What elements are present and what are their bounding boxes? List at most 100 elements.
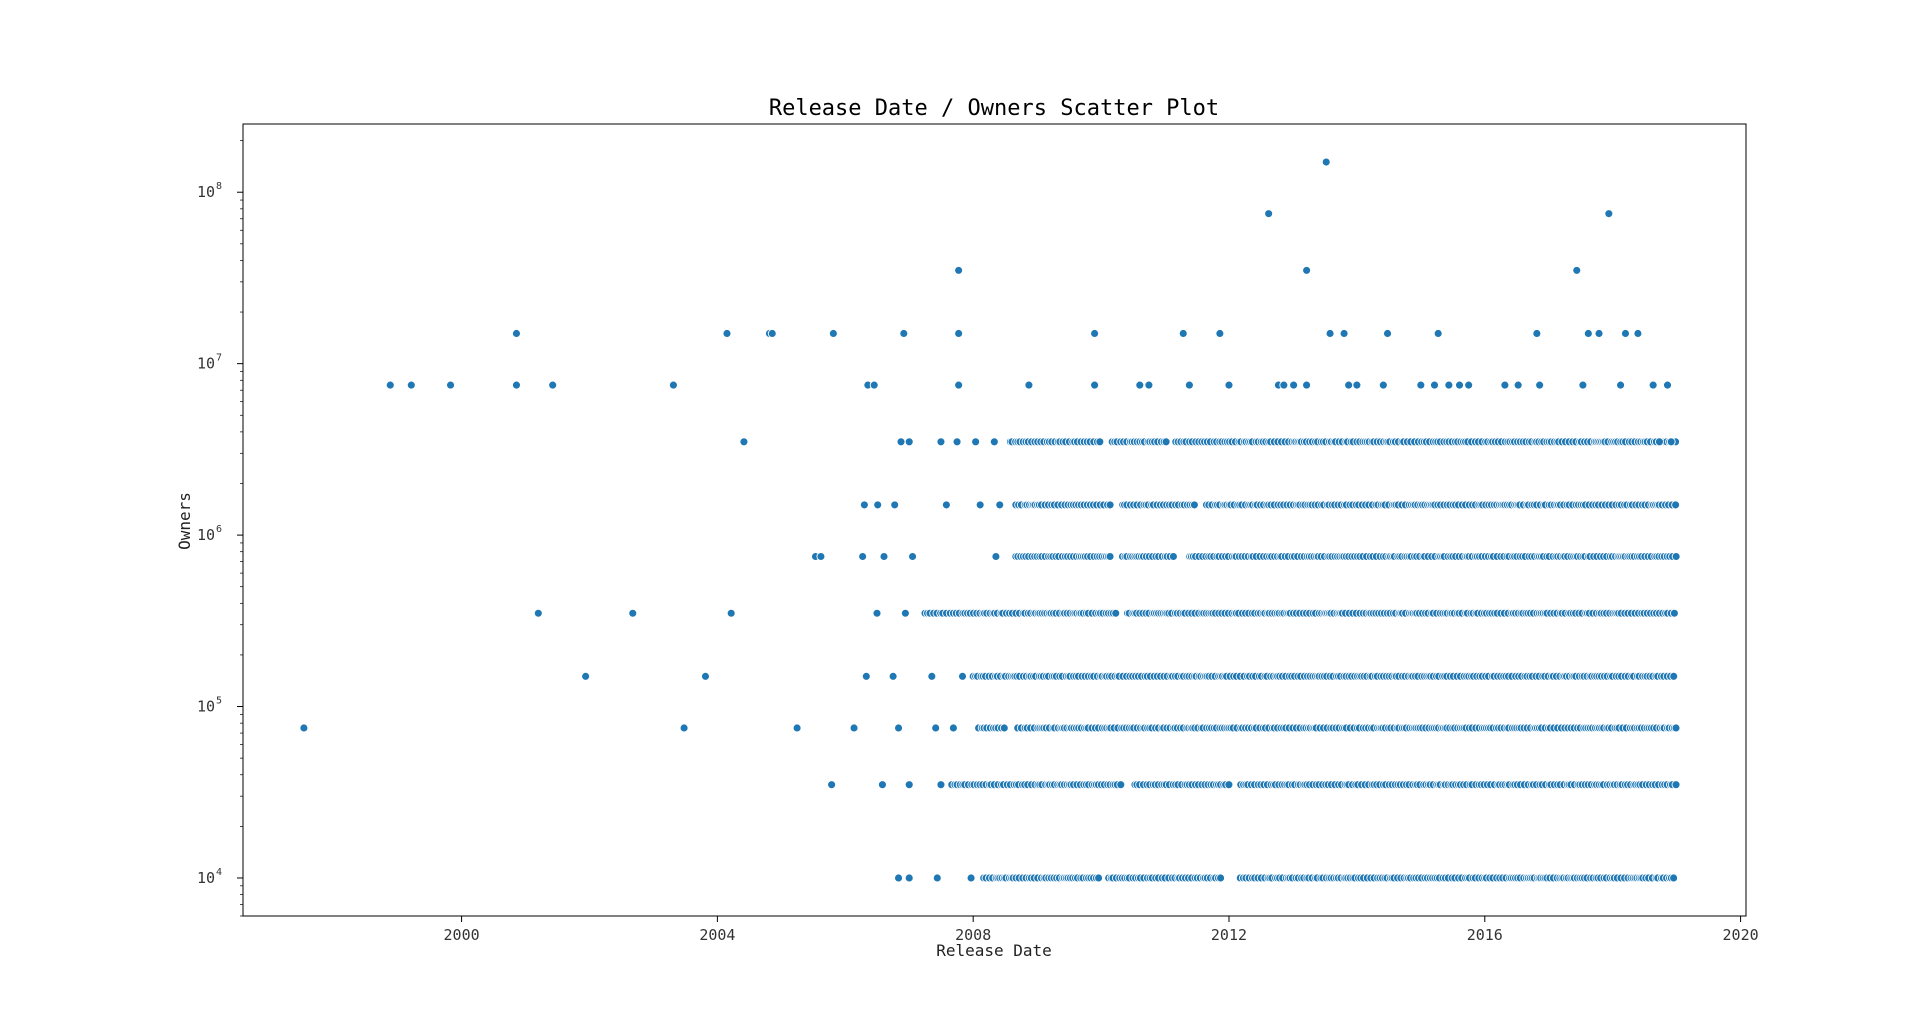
- y-tick-label: 10: [197, 698, 215, 716]
- data-point: [406, 380, 416, 390]
- data-point: [1184, 380, 1194, 390]
- x-tick-label: 2000: [444, 926, 480, 944]
- data-point: [999, 723, 1009, 733]
- data-point: [1671, 723, 1681, 733]
- data-point: [858, 552, 868, 561]
- data-point: [1671, 780, 1681, 790]
- data-point: [1289, 380, 1299, 390]
- data-point: [385, 380, 395, 390]
- data-point: [1168, 552, 1178, 561]
- data-point: [931, 723, 941, 733]
- data-point: [1669, 873, 1679, 883]
- data-point: [1352, 380, 1362, 390]
- x-axis-label: Release Date: [936, 941, 1052, 960]
- x-tick-label: 2012: [1211, 926, 1247, 944]
- data-point: [446, 380, 455, 390]
- data-point: [1090, 380, 1100, 390]
- y-tick-exponent: 6: [216, 524, 222, 535]
- data-point: [628, 608, 638, 618]
- data-point: [1105, 552, 1115, 561]
- data-point: [1224, 380, 1234, 390]
- y-axis-label: Owners: [175, 492, 194, 550]
- data-point: [512, 380, 521, 390]
- data-point: [668, 380, 678, 390]
- data-point: [877, 780, 887, 790]
- data-point: [971, 437, 981, 447]
- data-point: [1216, 873, 1226, 883]
- data-point: [1116, 780, 1126, 790]
- data-point: [1604, 209, 1614, 219]
- data-point: [1416, 380, 1426, 390]
- data-point: [952, 437, 962, 447]
- x-tick-label: 2004: [699, 926, 735, 944]
- data-point: [861, 671, 871, 681]
- plot-frame: [242, 123, 1747, 917]
- data-point: [975, 500, 985, 510]
- data-point: [512, 329, 521, 338]
- data-point: [1671, 500, 1681, 510]
- data-point: [1339, 329, 1349, 338]
- data-point: [888, 671, 898, 681]
- data-point: [948, 723, 958, 733]
- data-point: [1464, 380, 1474, 390]
- data-point: [904, 780, 914, 790]
- data-point: [1189, 500, 1199, 510]
- data-point: [701, 671, 710, 681]
- data-point: [1224, 780, 1234, 790]
- data-point: [1264, 209, 1274, 219]
- data-point: [1669, 608, 1679, 618]
- data-point: [879, 552, 889, 561]
- data-point: [581, 671, 591, 681]
- data-point: [954, 380, 964, 390]
- data-point: [1663, 380, 1672, 390]
- data-point: [1444, 380, 1454, 390]
- data-point: [1383, 329, 1392, 338]
- y-tick-label: 10: [197, 183, 215, 201]
- data-point: [989, 437, 999, 447]
- data-point: [816, 552, 826, 561]
- data-point: [873, 500, 883, 510]
- data-point: [726, 608, 736, 618]
- data-point: [1455, 380, 1465, 390]
- data-point: [991, 552, 1001, 561]
- data-point: [908, 552, 918, 561]
- data-point: [1578, 380, 1588, 390]
- data-point: [966, 873, 976, 883]
- data-point: [1325, 329, 1335, 338]
- data-point: [894, 873, 903, 883]
- data-point: [899, 329, 909, 338]
- y-tick-exponent: 8: [216, 181, 222, 192]
- data-point: [1215, 329, 1225, 338]
- chart-title: Release Date / Owners Scatter Plot: [769, 96, 1219, 121]
- data-point: [941, 500, 951, 510]
- data-point: [1161, 437, 1171, 447]
- data-point: [995, 500, 1005, 510]
- data-point: [904, 437, 914, 447]
- data-point: [533, 608, 543, 618]
- data-point: [792, 723, 802, 733]
- data-point: [1090, 329, 1100, 338]
- data-point: [936, 780, 946, 790]
- data-point: [1302, 265, 1312, 275]
- data-point: [828, 329, 838, 338]
- data-point: [1279, 380, 1289, 390]
- data-point: [767, 329, 777, 338]
- data-point: [1633, 329, 1643, 338]
- data-point: [900, 608, 910, 618]
- data-point: [1095, 437, 1105, 447]
- data-point: [1535, 380, 1545, 390]
- data-point: [894, 723, 903, 733]
- x-tick-label: 2016: [1467, 926, 1503, 944]
- data-point: [1433, 329, 1443, 338]
- data-point: [1321, 157, 1331, 167]
- data-point: [1532, 329, 1542, 338]
- y-tick-label: 10: [197, 869, 215, 887]
- y-tick-exponent: 4: [216, 867, 222, 878]
- data-point: [1135, 380, 1145, 390]
- data-point: [954, 265, 964, 275]
- data-point: [1666, 437, 1676, 447]
- y-tick-exponent: 5: [216, 696, 222, 707]
- data-point: [1302, 380, 1312, 390]
- data-point: [1594, 329, 1604, 338]
- data-point: [1669, 671, 1679, 681]
